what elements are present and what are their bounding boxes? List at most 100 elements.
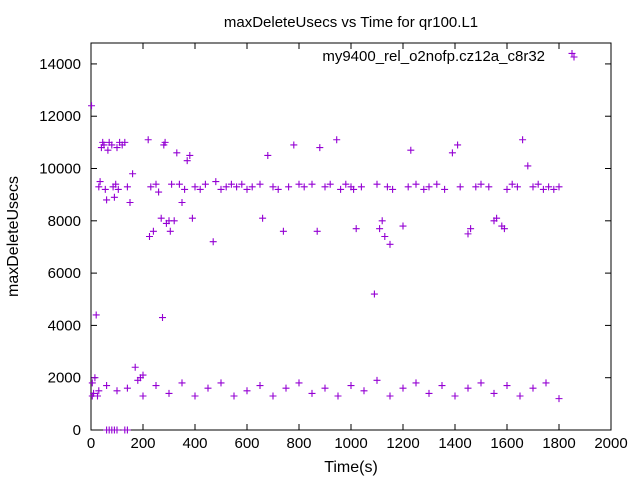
data-point: [516, 392, 524, 400]
data-point: [370, 290, 378, 298]
data-point: [123, 183, 131, 191]
data-point: [183, 157, 191, 165]
data-point: [165, 389, 173, 397]
data-point: [92, 311, 100, 319]
data-point: [166, 227, 174, 235]
data-point: [295, 379, 303, 387]
data-point: [100, 141, 108, 149]
data-point: [555, 395, 563, 403]
data-point: [334, 392, 342, 400]
legend-marker: [570, 53, 578, 61]
data-point: [233, 183, 241, 191]
data-point: [238, 180, 246, 188]
data-point: [485, 183, 493, 191]
data-point: [399, 384, 407, 392]
data-point: [112, 180, 120, 188]
data-point: [178, 379, 186, 387]
data-point: [230, 392, 238, 400]
data-point: [545, 183, 553, 191]
points-layer: [88, 49, 576, 434]
data-point: [524, 162, 532, 170]
data-point: [217, 379, 225, 387]
data-point: [129, 170, 137, 178]
data-point: [147, 183, 155, 191]
data-point: [373, 180, 381, 188]
data-point: [360, 387, 368, 395]
data-point: [420, 185, 428, 193]
data-point: [113, 144, 121, 152]
data-point: [88, 392, 96, 400]
data-point: [464, 384, 472, 392]
data-point: [425, 389, 433, 397]
data-point: [493, 214, 501, 222]
y-tick-label: 2000: [48, 370, 81, 387]
x-tick-label: 1200: [386, 435, 419, 452]
y-tick-label: 14000: [39, 56, 81, 73]
data-point: [178, 199, 186, 207]
data-point: [243, 185, 251, 193]
data-point: [448, 149, 456, 157]
data-point: [144, 136, 152, 144]
data-point: [269, 183, 277, 191]
y-tick-label: 0: [73, 422, 81, 439]
x-tick-label: 400: [182, 435, 207, 452]
data-point: [123, 426, 131, 434]
data-point: [113, 426, 121, 434]
data-point: [441, 185, 449, 193]
data-point: [155, 188, 163, 196]
data-point: [342, 180, 350, 188]
data-point: [264, 151, 272, 159]
data-point: [131, 363, 139, 371]
data-point: [477, 379, 485, 387]
x-tick-label: 600: [234, 435, 259, 452]
y-tick-label: 12000: [39, 108, 81, 125]
data-point: [300, 183, 308, 191]
data-point: [500, 225, 508, 233]
data-point: [217, 185, 225, 193]
chart-title: maxDeleteUsecs vs Time for qr100.L1: [224, 14, 478, 31]
y-tick-label: 6000: [48, 265, 81, 282]
data-point: [477, 180, 485, 188]
x-tick-label: 1800: [542, 435, 575, 452]
data-point: [357, 183, 365, 191]
data-point: [321, 183, 329, 191]
data-point: [350, 185, 358, 193]
data-point: [114, 185, 122, 193]
x-axis-title: Time(s): [324, 459, 378, 476]
data-point: [308, 180, 316, 188]
data-point: [433, 180, 441, 188]
data-point: [539, 185, 547, 193]
data-point: [201, 180, 209, 188]
data-point: [386, 240, 394, 248]
y-tick-label: 8000: [48, 213, 81, 230]
data-point: [407, 146, 415, 154]
data-point: [451, 392, 459, 400]
data-point: [95, 387, 103, 395]
data-point: [259, 214, 267, 222]
legend: my9400_rel_o2nofp.cz12a_c8r32: [322, 48, 578, 65]
data-point: [295, 180, 303, 188]
data-point: [550, 185, 558, 193]
data-point: [333, 136, 341, 144]
data-point: [121, 138, 129, 146]
x-tick-label: 200: [130, 435, 155, 452]
data-point: [381, 233, 389, 240]
data-point: [103, 382, 111, 390]
data-point: [337, 185, 345, 193]
data-point: [186, 151, 194, 159]
data-point: [438, 382, 446, 390]
data-point: [110, 193, 118, 201]
data-point: [568, 49, 576, 57]
data-point: [152, 180, 160, 188]
data-point: [282, 384, 290, 392]
data-point: [456, 183, 464, 191]
data-point: [490, 389, 498, 397]
data-point: [326, 180, 334, 188]
data-point: [542, 379, 550, 387]
data-point: [191, 392, 199, 400]
data-point: [96, 178, 104, 186]
x-tick-label: 1000: [334, 435, 367, 452]
data-point: [108, 141, 116, 149]
data-point: [534, 180, 542, 188]
data-point: [256, 382, 264, 390]
